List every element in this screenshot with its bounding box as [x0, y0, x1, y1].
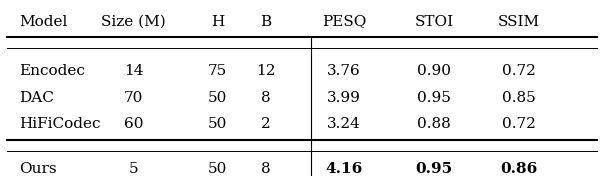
Text: 0.88: 0.88 [417, 117, 451, 131]
Text: Ours: Ours [19, 162, 57, 176]
Text: 0.72: 0.72 [501, 117, 535, 131]
Text: 3.24: 3.24 [327, 117, 361, 131]
Text: B: B [260, 15, 271, 29]
Text: SSIM: SSIM [497, 15, 539, 29]
Text: 2: 2 [261, 117, 271, 131]
Text: 75: 75 [208, 64, 228, 78]
Text: 8: 8 [261, 91, 271, 105]
Text: Model: Model [19, 15, 68, 29]
Text: 3.76: 3.76 [327, 64, 361, 78]
Text: 50: 50 [208, 162, 228, 176]
Text: Size (M): Size (M) [101, 15, 166, 29]
Text: 12: 12 [256, 64, 275, 78]
Text: 0.72: 0.72 [501, 64, 535, 78]
Text: 60: 60 [124, 117, 143, 131]
Text: 3.99: 3.99 [327, 91, 361, 105]
Text: HiFiCodec: HiFiCodec [19, 117, 101, 131]
Text: 0.85: 0.85 [501, 91, 535, 105]
Text: 0.95: 0.95 [417, 91, 451, 105]
Text: 0.95: 0.95 [416, 162, 453, 176]
Text: 8: 8 [261, 162, 271, 176]
Text: DAC: DAC [19, 91, 54, 105]
Text: PESQ: PESQ [322, 15, 366, 29]
Text: 5: 5 [129, 162, 138, 176]
Text: 4.16: 4.16 [326, 162, 363, 176]
Text: STOI: STOI [415, 15, 454, 29]
Text: 70: 70 [124, 91, 143, 105]
Text: Encodec: Encodec [19, 64, 85, 78]
Text: 0.90: 0.90 [417, 64, 451, 78]
Text: 14: 14 [124, 64, 143, 78]
Text: H: H [211, 15, 225, 29]
Text: 0.86: 0.86 [500, 162, 537, 176]
Text: 50: 50 [208, 117, 228, 131]
Text: 50: 50 [208, 91, 228, 105]
